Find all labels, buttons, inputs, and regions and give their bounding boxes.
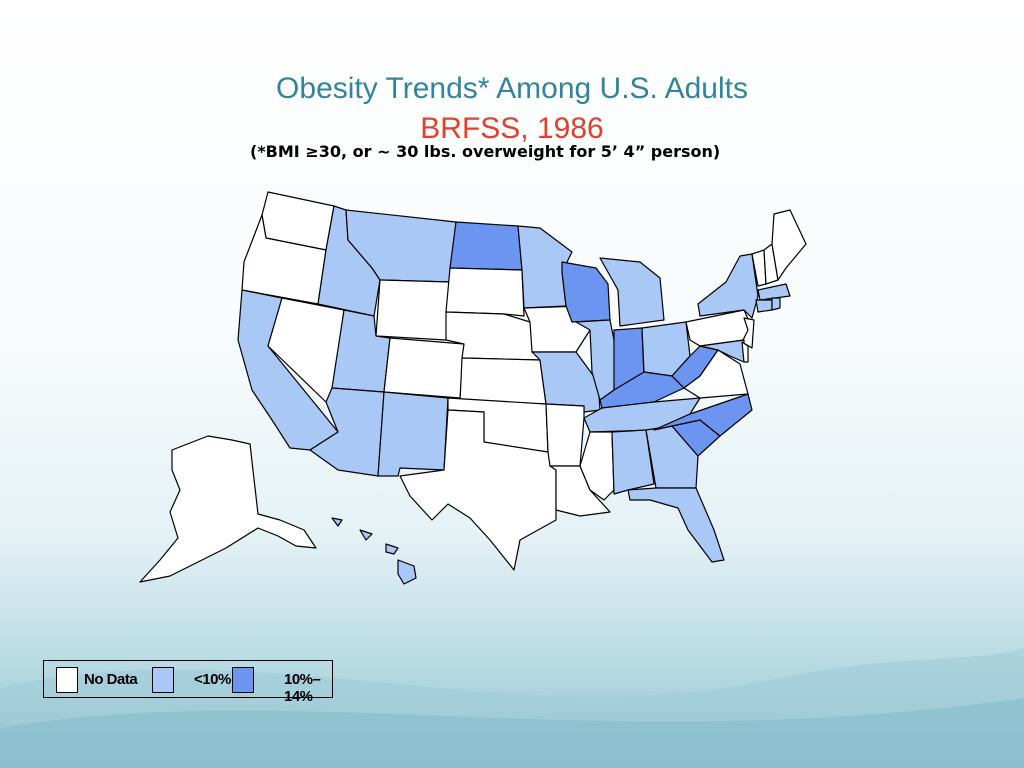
legend-swatch-lt10: [152, 667, 174, 693]
map-subtitle: BRFSS, 1986: [420, 112, 604, 145]
legend-swatch-no-data: [56, 667, 78, 693]
definition-note: (*BMI ≥30, or ~ 30 lbs. overweight for 5…: [250, 142, 721, 161]
state-AK: [139, 435, 317, 583]
state-CO: [383, 337, 465, 399]
legend: No Data <10% 10%–14%: [43, 660, 333, 705]
state-NY: [697, 253, 759, 319]
state-RI: [771, 297, 781, 311]
legend-label-10-14: 10%–14%: [284, 671, 321, 705]
state-MI: [599, 257, 665, 327]
map-title: Obesity Trends* Among U.S. Adults: [276, 72, 748, 105]
state-HI-oahu: [359, 529, 373, 541]
state-TX: [399, 409, 557, 571]
state-HI: [397, 559, 417, 585]
background-wave: [0, 648, 1024, 768]
state-AL: [611, 429, 655, 495]
state-NC: [653, 393, 753, 437]
state-MD: [699, 339, 745, 363]
state-ME: [771, 209, 807, 281]
state-AR: [545, 403, 585, 467]
legend-label-no-data: No Data: [84, 671, 138, 688]
legend-swatch-10-14: [232, 667, 254, 693]
state-HI-maui: [385, 543, 399, 555]
state-SD: [445, 267, 525, 317]
state-VA: [683, 349, 749, 399]
state-HI-kauai: [331, 517, 343, 527]
state-CT: [755, 299, 773, 313]
state-NM: [377, 391, 449, 477]
state-FL: [627, 487, 725, 563]
state-WY: [375, 279, 451, 341]
legend-label-lt10: <10%: [194, 671, 231, 688]
state-MA: [757, 283, 791, 301]
state-WI: [561, 261, 611, 323]
state-KS: [459, 357, 547, 405]
state-ND: [449, 221, 523, 271]
state-DE: [741, 341, 749, 363]
